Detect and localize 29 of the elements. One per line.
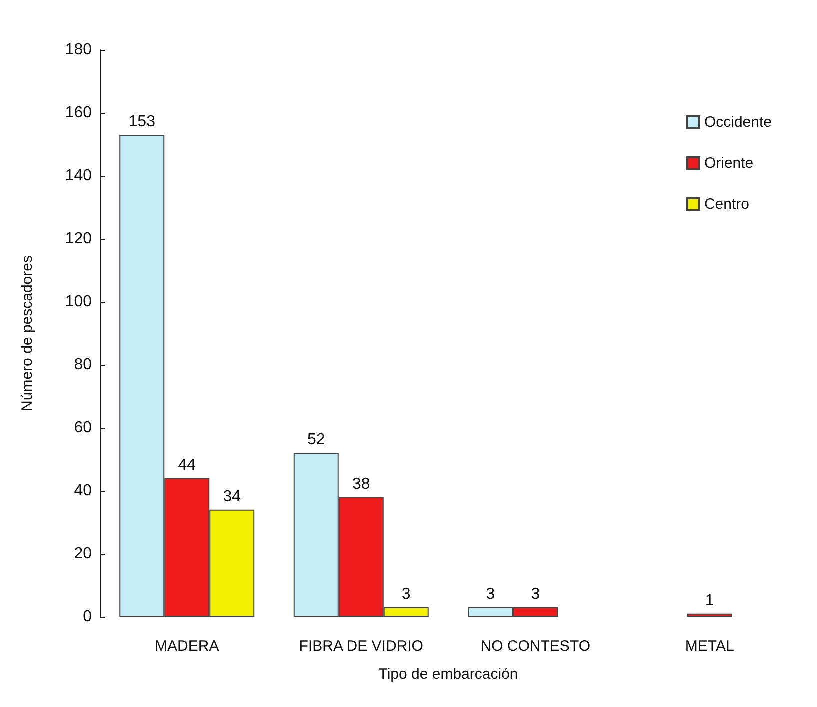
legend-label: Oriente: [704, 155, 754, 172]
y-tick-label: 0: [83, 608, 92, 626]
y-axis-title: Número de pescadores: [19, 256, 36, 412]
y-tick-label: 180: [65, 42, 92, 58]
y-tick-label: 120: [65, 230, 92, 248]
y-tick-label: 80: [74, 356, 92, 374]
y-tick-label: 140: [65, 168, 92, 184]
data-label: 34: [223, 488, 242, 506]
x-axis-title: Tipo de embarcación: [378, 666, 518, 683]
data-label: 38: [352, 476, 370, 493]
bar: [687, 614, 732, 617]
x-tick-label: METAL: [685, 638, 734, 655]
y-tick-label: 60: [74, 420, 92, 436]
data-label: 44: [178, 456, 196, 474]
y-tick-label: 20: [74, 546, 92, 562]
y-tick-label: 100: [65, 294, 92, 310]
x-tick-label: NO CONTESTO: [480, 638, 590, 655]
data-label: 52: [307, 432, 326, 449]
y-tick-label: 40: [74, 482, 92, 500]
data-label: 3: [402, 586, 411, 604]
legend-label: Occidente: [704, 114, 772, 131]
data-label: 1: [705, 592, 714, 610]
legend-label: Centro: [704, 196, 750, 213]
data-label: 153: [128, 114, 156, 131]
x-tick-label: FIBRA DE VIDRIO: [299, 638, 424, 655]
data-label: 3: [531, 586, 540, 604]
x-tick-label: MADERA: [155, 638, 220, 655]
data-label: 3: [486, 586, 496, 604]
y-tick-label: 160: [65, 104, 92, 122]
